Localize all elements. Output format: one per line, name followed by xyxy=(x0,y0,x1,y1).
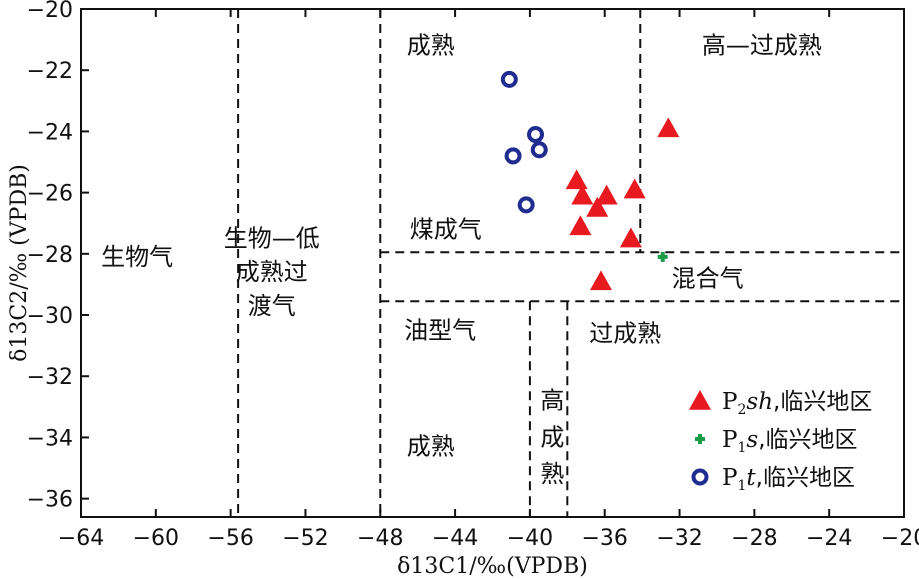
series-2-point xyxy=(517,196,535,214)
y-tick-label: −20 xyxy=(27,0,73,23)
series-2-point xyxy=(500,70,518,88)
region-label: 生物—低 xyxy=(224,225,320,253)
x-tick-label: −32 xyxy=(656,526,702,551)
legend-subscript: 1 xyxy=(737,478,746,494)
series-0-point xyxy=(619,227,642,248)
region-label: 熟 xyxy=(540,460,564,488)
legend-marker-0 xyxy=(689,390,711,410)
series-1-point-v xyxy=(660,251,665,262)
region-label: 混合气 xyxy=(672,264,744,292)
y-tick-label: −22 xyxy=(27,59,73,84)
y-tick-label: −36 xyxy=(27,488,73,513)
region-label: 生物气 xyxy=(101,243,173,271)
x-tick-label: −60 xyxy=(133,526,179,551)
legend-label-0: P2sh,临兴地区 xyxy=(722,389,872,418)
y-tick-label: −24 xyxy=(27,120,73,145)
series-0-point xyxy=(623,178,646,199)
legend-prefix: P xyxy=(722,427,737,453)
x-tick-label: −36 xyxy=(582,526,628,551)
x-tick-label: −20 xyxy=(881,526,919,551)
y-tick-label: −34 xyxy=(27,426,73,451)
y-tick-label: −26 xyxy=(27,182,73,207)
x-tick-label: −56 xyxy=(207,526,253,551)
region-label: 渡气 xyxy=(248,292,296,320)
legend-marker-2 xyxy=(691,468,709,486)
legend-label-2: P1t,临兴地区 xyxy=(722,465,855,494)
region-label: 高—过成熟 xyxy=(702,32,822,60)
legend-suffix: ,临兴地区 xyxy=(773,389,872,415)
x-tick-label: −48 xyxy=(357,526,403,551)
series-0-point xyxy=(595,184,618,205)
series-0-point xyxy=(571,184,594,205)
series-2-point xyxy=(504,147,522,165)
series-2-point xyxy=(527,125,545,143)
region-label: 煤成气 xyxy=(410,215,482,243)
y-axis-title: δ13C2/‰ (VPDB) xyxy=(7,164,32,362)
y-tick-label: −30 xyxy=(27,304,73,329)
series-0-point xyxy=(657,117,680,138)
legend-subscript: 2 xyxy=(737,402,746,418)
series-0-point xyxy=(589,270,612,291)
x-tick-label: −44 xyxy=(432,526,478,551)
x-tick-label: −28 xyxy=(731,526,777,551)
series-2-point xyxy=(530,141,548,159)
legend-label-1: P1s,临兴地区 xyxy=(722,427,858,456)
legend-italic: s xyxy=(746,427,758,453)
region-label: 成熟 xyxy=(407,32,455,60)
region-label: 成熟过 xyxy=(236,258,308,286)
x-tick-label: −64 xyxy=(58,526,104,551)
x-axis-title: δ13C1/‰(VPDB) xyxy=(397,554,588,579)
x-tick-label: −40 xyxy=(507,526,553,551)
region-label: 成熟 xyxy=(407,433,455,461)
legend-italic: sh xyxy=(746,389,773,415)
region-label: 过成熟 xyxy=(589,319,661,347)
legend-suffix: ,临兴地区 xyxy=(758,427,857,453)
series-0-point xyxy=(565,169,588,190)
region-label: 油型气 xyxy=(404,316,476,344)
legend-marker-1-v xyxy=(698,434,702,444)
region-label: 高 xyxy=(540,387,564,415)
plot-frame xyxy=(80,8,905,518)
y-tick-label: −32 xyxy=(27,365,73,390)
x-tick-label: −52 xyxy=(282,526,328,551)
legend-subscript: 1 xyxy=(737,440,746,456)
legend-prefix: P xyxy=(722,465,737,491)
legend-italic: t xyxy=(746,465,756,491)
series-0-point xyxy=(586,196,609,217)
legend-prefix: P xyxy=(722,389,737,415)
y-tick-label: −28 xyxy=(27,243,73,268)
series-0-point xyxy=(569,215,592,236)
region-label: 成 xyxy=(540,423,564,451)
legend-suffix: ,临兴地区 xyxy=(756,465,855,491)
x-tick-label: −24 xyxy=(806,526,852,551)
